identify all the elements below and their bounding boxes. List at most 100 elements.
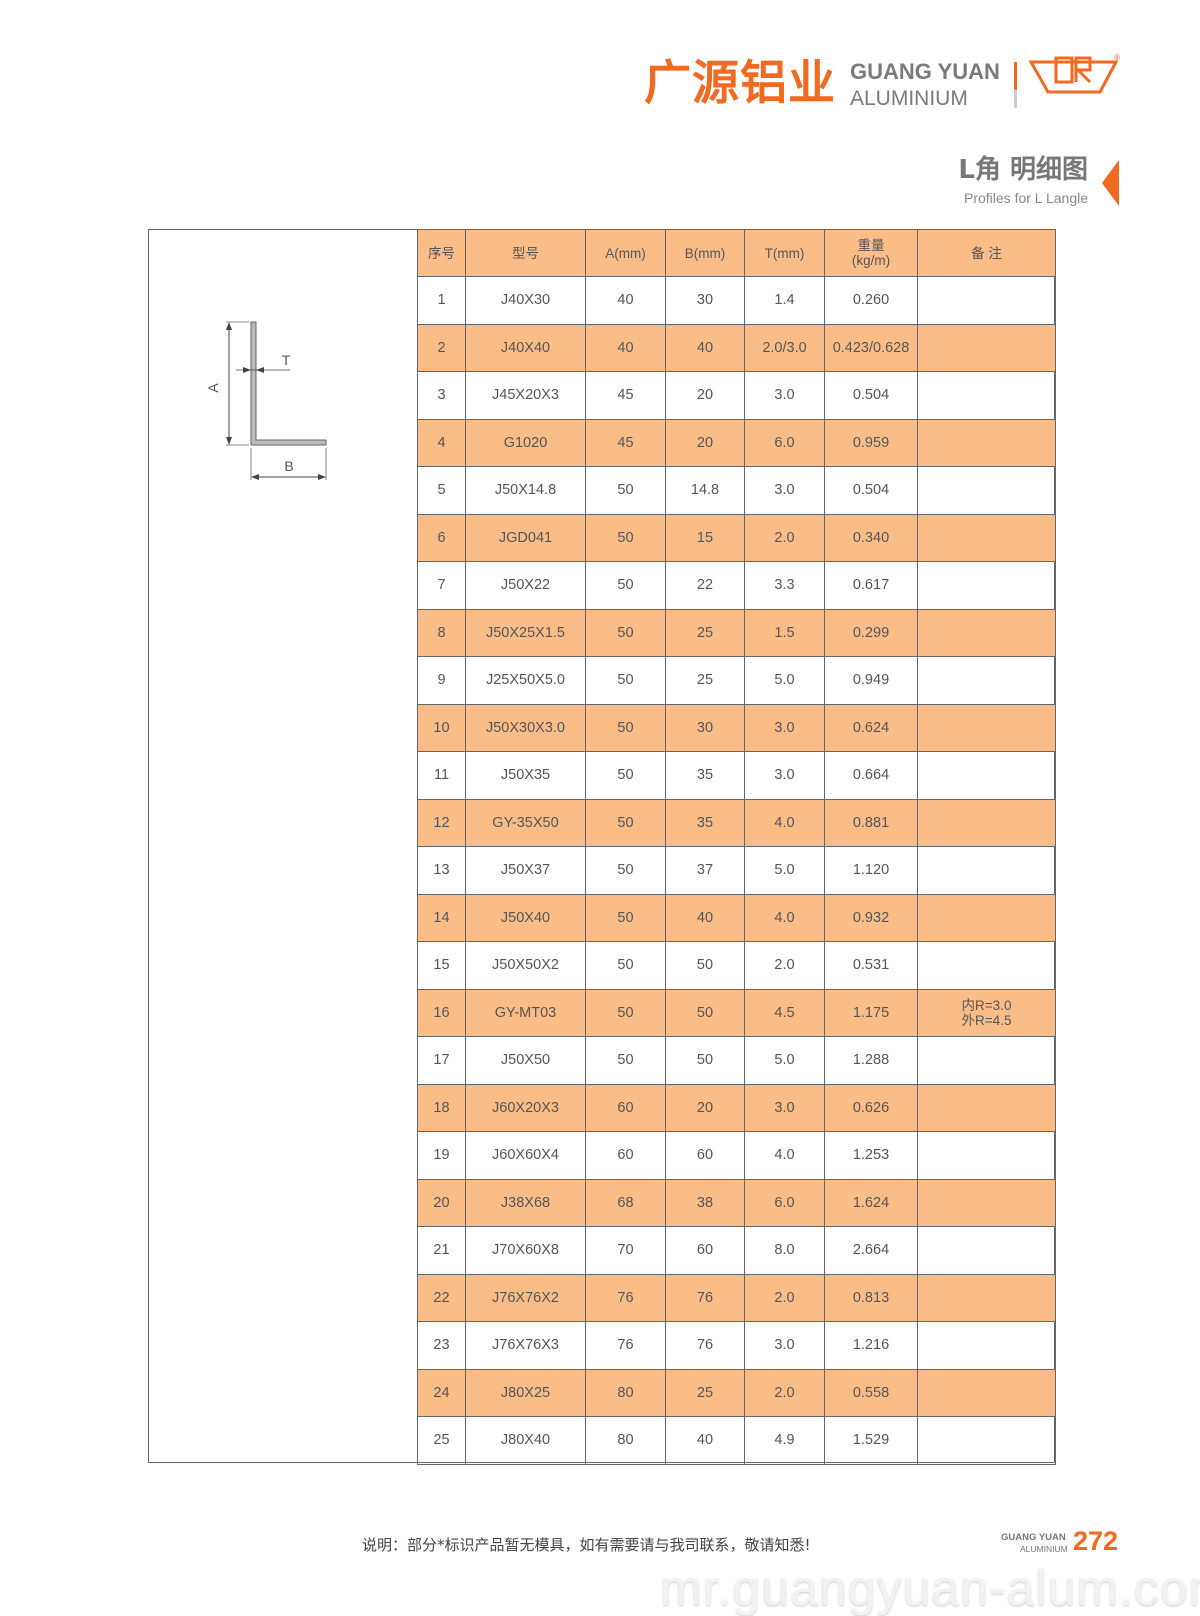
table-row: 23 J76X76X3 76 76 3.0 1.216: [417, 1321, 1056, 1370]
cell-model: G1020: [465, 418, 586, 467]
cell-weight: 0.959: [824, 418, 918, 467]
cell-remarks: [917, 1036, 1056, 1085]
cell-b: 25: [665, 608, 745, 657]
table-row: 9 J25X50X5.0 50 25 5.0 0.949: [417, 656, 1056, 705]
cell-remarks: [917, 1273, 1056, 1322]
column-header-a: A(mm): [585, 229, 666, 277]
cell-remarks: [917, 466, 1056, 515]
weight-unit: (kg/m): [851, 253, 891, 268]
table-row: 4 G1020 45 20 6.0 0.959: [417, 418, 1056, 467]
remark-line: 内R=3.0: [961, 997, 1012, 1013]
cell-model: J60X20X3: [465, 1083, 586, 1132]
cell-remarks: [917, 371, 1056, 420]
cell-t: 6.0: [744, 418, 825, 467]
dimension-label-a: A: [205, 383, 221, 393]
cell-weight: 0.299: [824, 608, 918, 657]
cell-b: 60: [665, 1131, 745, 1180]
cell-model: J76X76X2: [465, 1273, 586, 1322]
cell-b: 50: [665, 1036, 745, 1085]
cell-a: 50: [585, 608, 666, 657]
cell-b: 22: [665, 561, 745, 610]
cell-model: J50X50X2: [465, 941, 586, 990]
column-header-t: T(mm): [744, 229, 825, 277]
cell-t: 2.0: [744, 941, 825, 990]
cell-remarks: [917, 1178, 1056, 1227]
cell-model: J50X25X1.5: [465, 608, 586, 657]
footer-logo-line2: ALUMINIUM: [1020, 1544, 1068, 1554]
column-header-weight: 重量 (kg/m): [824, 229, 918, 277]
table-row: 16 GY-MT03 50 50 4.5 1.175 内R=3.0 外R=4.5: [417, 988, 1056, 1037]
brand-logo-english-line1: GUANG YUAN: [850, 59, 1000, 84]
cell-remarks: [917, 513, 1056, 562]
cell-t: 2.0: [744, 1368, 825, 1417]
cell-b: 35: [665, 751, 745, 800]
cell-remarks: [917, 941, 1056, 990]
cell-index: 4: [417, 418, 466, 467]
cell-b: 60: [665, 1226, 745, 1275]
cell-model: J40X40: [465, 323, 586, 372]
cell-remarks: [917, 703, 1056, 752]
page-subtitle: Profiles for L Langle: [964, 190, 1088, 206]
cell-model: J80X25: [465, 1368, 586, 1417]
cell-a: 40: [585, 323, 666, 372]
cell-index: 22: [417, 1273, 466, 1322]
cell-model: J38X68: [465, 1178, 586, 1227]
cell-remarks: [917, 561, 1056, 610]
cell-weight: 0.504: [824, 371, 918, 420]
cell-weight: 0.626: [824, 1083, 918, 1132]
cell-remarks: [917, 798, 1056, 847]
cell-t: 3.0: [744, 703, 825, 752]
cell-weight: 0.531: [824, 941, 918, 990]
cell-t: 2.0/3.0: [744, 323, 825, 372]
cell-index: 20: [417, 1178, 466, 1227]
cell-b: 15: [665, 513, 745, 562]
cell-a: 45: [585, 418, 666, 467]
cell-a: 40: [585, 276, 666, 325]
cell-t: 4.0: [744, 798, 825, 847]
cell-b: 76: [665, 1273, 745, 1322]
cell-t: 1.5: [744, 608, 825, 657]
cell-b: 14.8: [665, 466, 745, 515]
cell-a: 50: [585, 513, 666, 562]
cell-model: J50X14.8: [465, 466, 586, 515]
cell-remarks: [917, 751, 1056, 800]
column-header-model: 型号: [465, 229, 586, 277]
cell-b: 30: [665, 276, 745, 325]
cell-index: 24: [417, 1368, 466, 1417]
cell-index: 16: [417, 988, 466, 1037]
cell-a: 80: [585, 1368, 666, 1417]
cell-index: 2: [417, 323, 466, 372]
cell-a: 50: [585, 798, 666, 847]
cell-index: 13: [417, 846, 466, 895]
cell-t: 3.0: [744, 466, 825, 515]
cell-a: 50: [585, 846, 666, 895]
table-row: 5 J50X14.8 50 14.8 3.0 0.504: [417, 466, 1056, 515]
cell-index: 19: [417, 1131, 466, 1180]
cell-b: 35: [665, 798, 745, 847]
registered-mark: ®: [1114, 53, 1120, 62]
cell-index: 14: [417, 893, 466, 942]
cell-b: 40: [665, 893, 745, 942]
table-row: 2 J40X40 40 40 2.0/3.0 0.423/0.628: [417, 323, 1056, 372]
cell-remarks: [917, 846, 1056, 895]
column-header-b: B(mm): [665, 229, 745, 277]
cell-remarks: [917, 608, 1056, 657]
cell-remarks: [917, 893, 1056, 942]
cell-index: 7: [417, 561, 466, 610]
cell-a: 50: [585, 893, 666, 942]
cell-model: J50X35: [465, 751, 586, 800]
cell-index: 12: [417, 798, 466, 847]
cell-a: 50: [585, 703, 666, 752]
cell-b: 50: [665, 941, 745, 990]
cell-index: 6: [417, 513, 466, 562]
cell-remarks: [917, 323, 1056, 372]
table-row: 14 J50X40 50 40 4.0 0.932: [417, 893, 1056, 942]
cell-model: J50X50: [465, 1036, 586, 1085]
cell-t: 4.9: [744, 1416, 825, 1465]
cell-weight: 1.288: [824, 1036, 918, 1085]
table-row: 24 J80X25 80 25 2.0 0.558: [417, 1368, 1056, 1417]
cell-index: 17: [417, 1036, 466, 1085]
cell-model: J50X37: [465, 846, 586, 895]
cell-weight: 0.558: [824, 1368, 918, 1417]
table-row: 17 J50X50 50 50 5.0 1.288: [417, 1036, 1056, 1085]
